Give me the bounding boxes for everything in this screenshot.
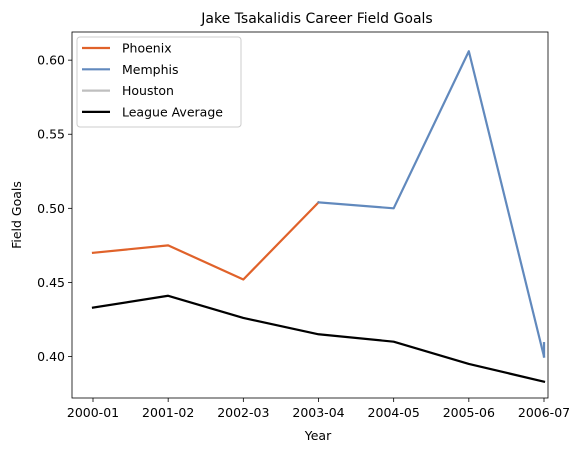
x-tick-label: 2005-06 xyxy=(443,405,495,420)
y-axis-label: Field Goals xyxy=(9,181,24,249)
x-axis-label: Year xyxy=(304,428,332,443)
legend-label-league-average: League Average xyxy=(122,104,223,119)
x-tick-label: 2000-01 xyxy=(67,405,119,420)
x-tick-label: 2001-02 xyxy=(142,405,194,420)
x-tick-label: 2006-07 xyxy=(518,405,570,420)
y-tick-label: 0.45 xyxy=(37,275,65,290)
y-tick-label: 0.60 xyxy=(37,53,65,68)
legend: Phoenix Memphis Houston League Average xyxy=(77,37,241,127)
x-tick-label: 2002-03 xyxy=(217,405,269,420)
legend-label-memphis: Memphis xyxy=(122,62,179,77)
x-tick-label: 2003-04 xyxy=(292,405,344,420)
y-tick-label: 0.55 xyxy=(37,127,65,142)
legend-label-phoenix: Phoenix xyxy=(122,41,172,56)
legend-label-houston: Houston xyxy=(122,83,174,98)
x-tick-label: 2004-05 xyxy=(368,405,420,420)
chart-title: Jake Tsakalidis Career Field Goals xyxy=(200,11,432,27)
y-tick-label: 0.40 xyxy=(37,349,65,364)
y-tick-label: 0.50 xyxy=(37,201,65,216)
